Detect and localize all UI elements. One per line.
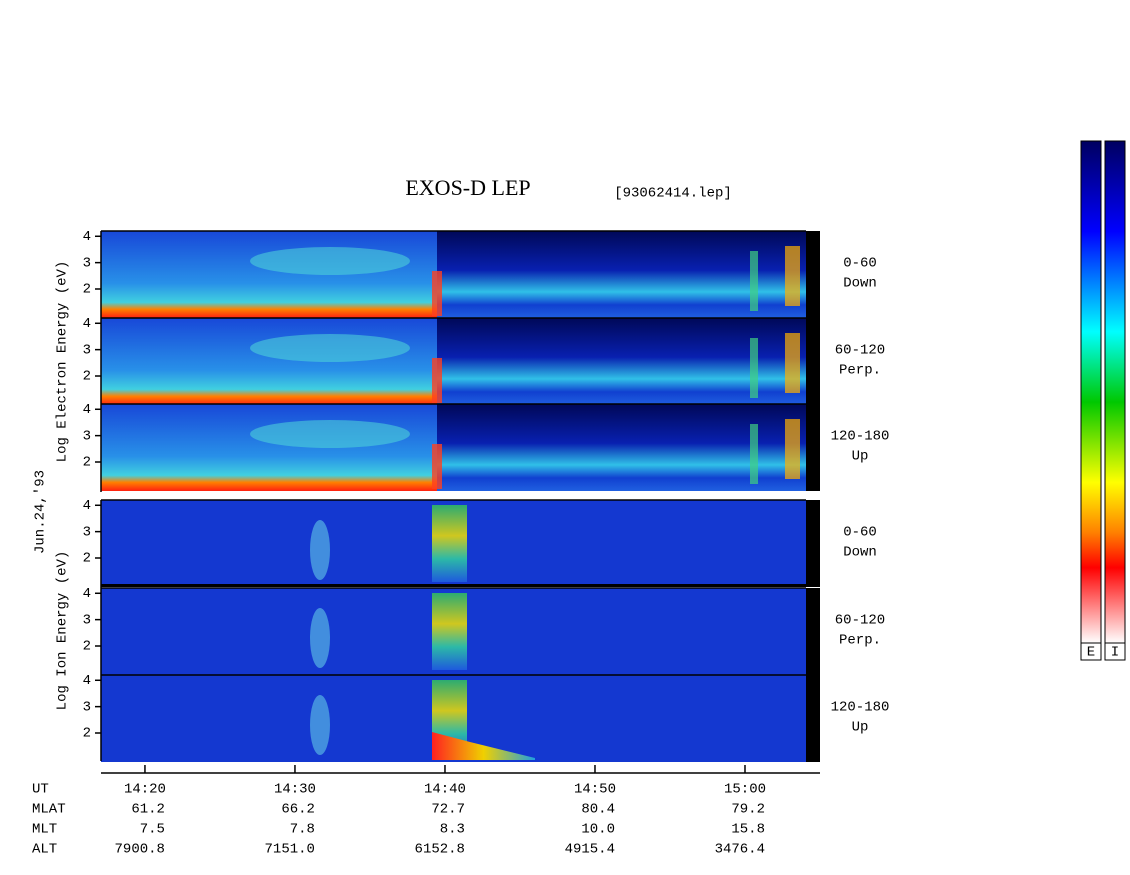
ephemeris-value: 8.3 [440, 822, 465, 838]
ephemeris-label: MLAT [32, 802, 66, 818]
spectrogram-texture [432, 444, 442, 489]
y-tick-label: 3 [83, 612, 91, 628]
y-tick-label: 2 [83, 369, 91, 385]
y-tick-label: 2 [83, 551, 91, 567]
spectrogram-texture [437, 231, 806, 318]
plot-edge [806, 231, 820, 318]
colorbar-label-box [1104, 642, 1126, 661]
panel-sublabel: Down [843, 545, 877, 561]
y-axis-label: Log Ion Energy (eV) [55, 551, 71, 711]
ephemeris-value: 6152.8 [415, 842, 465, 858]
spectrogram-texture [432, 271, 442, 316]
ephemeris-value: 10.0 [581, 822, 615, 838]
spectrogram-texture [432, 732, 535, 760]
spectrogram-texture [101, 584, 806, 587]
date-label: Jun.24,'93 [33, 470, 49, 554]
x-tick-label: 14:50 [574, 782, 616, 798]
x-tick-label: 14:40 [424, 782, 466, 798]
chart-subtitle: [93062414.lep] [614, 186, 732, 202]
y-tick-label: 3 [83, 255, 91, 271]
panel-label: 0-60 [843, 256, 877, 272]
ephemeris-value: 15.8 [731, 822, 765, 838]
panel-label: 120-180 [831, 429, 890, 445]
panel-sublabel: Down [843, 276, 877, 292]
spectrogram-texture [785, 246, 800, 306]
spectrogram-texture [750, 424, 758, 484]
y-tick-label: 4 [83, 673, 91, 689]
y-tick-label: 3 [83, 428, 91, 444]
spectrogram-texture [432, 358, 442, 403]
plot-edge [806, 404, 820, 491]
ephemeris-value: 7151.0 [265, 842, 315, 858]
spectrogram-texture [785, 333, 800, 393]
y-tick-label: 3 [83, 699, 91, 715]
y-tick-label: 2 [83, 455, 91, 471]
y-axis-label: Log Electron Energy (eV) [55, 261, 71, 463]
y-tick-label: 3 [83, 342, 91, 358]
y-tick-label: 2 [83, 726, 91, 742]
chart-title: EXOS-D LEP [405, 175, 530, 200]
y-tick-label: 4 [83, 402, 91, 418]
plot-edge [806, 588, 820, 675]
panel-label: 60-120 [835, 343, 885, 359]
y-tick-label: 4 [83, 229, 91, 245]
panel-label: 0-60 [843, 525, 877, 541]
plot-edge [806, 318, 820, 405]
panel-label: 120-180 [831, 700, 890, 716]
ephemeris-label: ALT [32, 842, 57, 858]
y-tick-label: 2 [83, 639, 91, 655]
ephemeris-value: 80.4 [581, 802, 615, 818]
y-tick-label: 2 [83, 282, 91, 298]
ephemeris-label: MLT [32, 822, 57, 838]
spectrogram-texture [785, 419, 800, 479]
spectrogram-texture [750, 251, 758, 311]
colorbar [1104, 140, 1126, 644]
colorbar [1080, 140, 1102, 644]
y-tick-label: 4 [83, 316, 91, 332]
spectrogram-texture [432, 593, 467, 670]
y-tick-label: 3 [83, 524, 91, 540]
spectrogram-texture [310, 608, 330, 668]
ephemeris-value: 4915.4 [565, 842, 615, 858]
panel-sublabel: Perp. [839, 363, 881, 379]
ephemeris-value: 7.5 [140, 822, 165, 838]
ephemeris-value: 7900.8 [115, 842, 165, 858]
ephemeris-value: 3476.4 [715, 842, 765, 858]
x-tick-label: 15:00 [724, 782, 766, 798]
ephemeris-value: 61.2 [131, 802, 165, 818]
panel-label: 60-120 [835, 613, 885, 629]
spectrogram-texture [250, 420, 410, 448]
ephemeris-value: 7.8 [290, 822, 315, 838]
panel-sublabel: Up [852, 449, 869, 465]
spectrogram-texture [437, 404, 806, 491]
ephemeris-value: 72.7 [431, 802, 465, 818]
colorbar-label: E [1087, 645, 1095, 661]
panel-sublabel: Up [852, 720, 869, 736]
plot-edge [806, 675, 820, 762]
plot-edge [806, 500, 820, 587]
spectrogram-texture [437, 318, 806, 405]
y-tick-label: 4 [83, 498, 91, 514]
y-tick-label: 4 [83, 586, 91, 602]
x-tick-label: 14:20 [124, 782, 166, 798]
spectrogram-texture [250, 334, 410, 362]
colorbar-label: I [1111, 645, 1119, 661]
colorbar-label-box [1080, 642, 1102, 661]
spectrogram-texture [250, 247, 410, 275]
spectrogram-texture [310, 695, 330, 755]
spectrogram-texture [750, 338, 758, 398]
ephemeris-label: UT [32, 782, 49, 798]
ephemeris-value: 79.2 [731, 802, 765, 818]
panel-sublabel: Perp. [839, 633, 881, 649]
ephemeris-value: 66.2 [281, 802, 315, 818]
spectrogram-texture [310, 520, 330, 580]
x-tick-label: 14:30 [274, 782, 316, 798]
spectrogram-texture [432, 505, 467, 582]
